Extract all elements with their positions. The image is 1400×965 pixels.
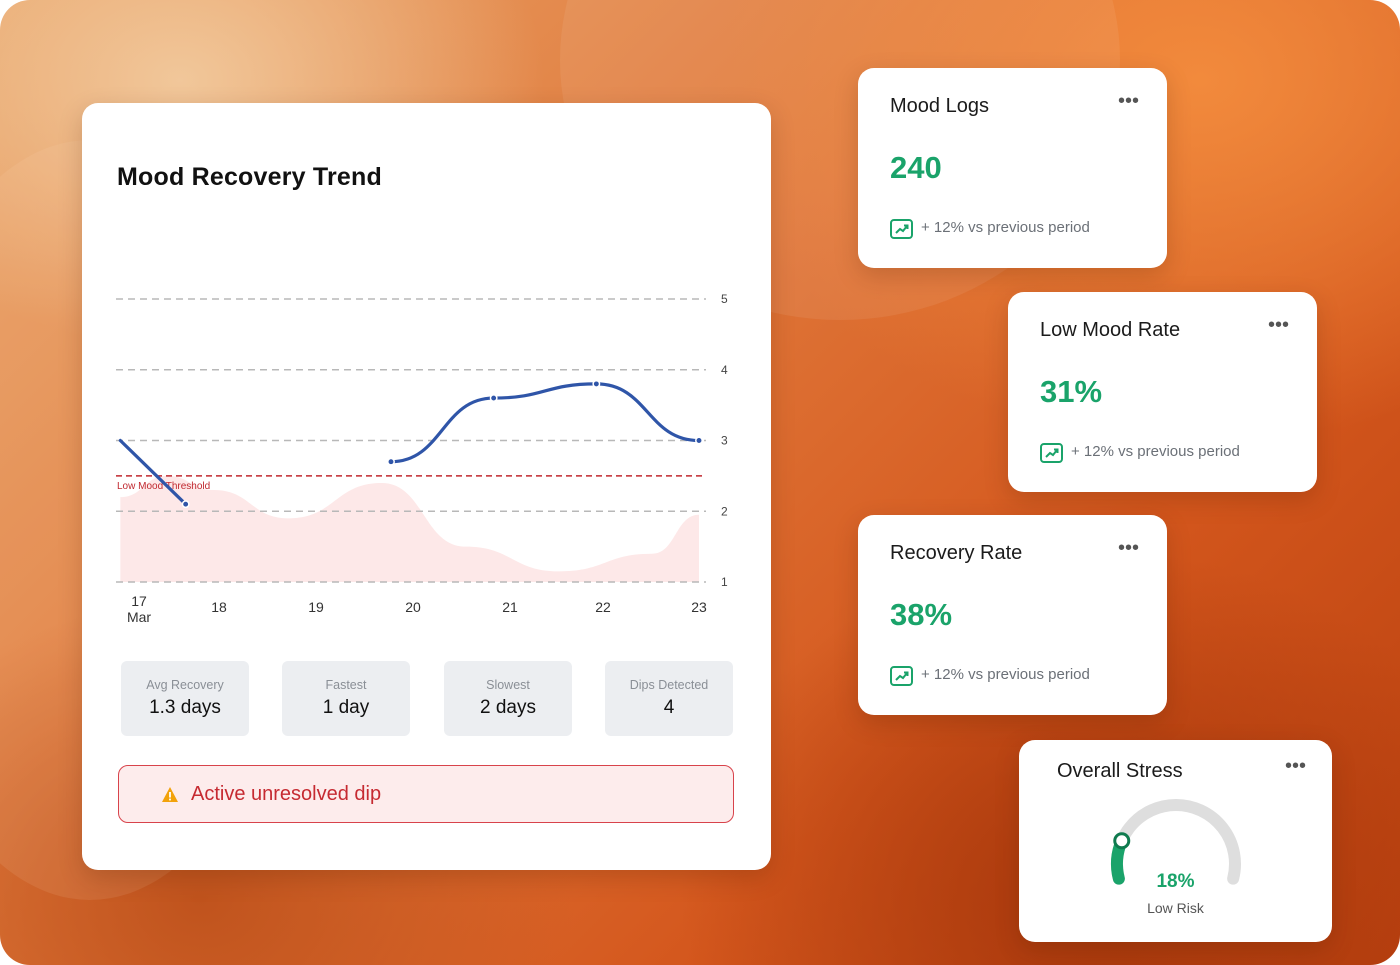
trend-up-icon bbox=[890, 666, 913, 686]
y-tick-label: 3 bbox=[721, 434, 728, 448]
chart-title: Mood Recovery Trend bbox=[117, 163, 382, 191]
stat-value: 1.3 days bbox=[149, 697, 221, 718]
threshold-label: Low Mood Threshold bbox=[117, 481, 210, 492]
trend-up-icon bbox=[1040, 443, 1063, 463]
x-tick-label: 19 bbox=[308, 599, 324, 615]
kpi-value: 240 bbox=[890, 150, 942, 185]
x-tick-label: 23 bbox=[691, 599, 707, 615]
kpi-card-mood-logs: Mood Logs ••• 240 + 12% vs previous peri… bbox=[858, 68, 1167, 268]
more-options-icon[interactable]: ••• bbox=[1117, 537, 1139, 559]
warning-triangle-icon bbox=[162, 787, 178, 802]
y-tick-label: 4 bbox=[721, 363, 728, 377]
data-point[interactable] bbox=[489, 394, 498, 402]
x-tick-label: 20 bbox=[405, 599, 421, 615]
gauge-knob bbox=[1113, 832, 1131, 850]
kpi-trend-text: + 12% vs previous period bbox=[921, 219, 1090, 236]
kpi-trend-text: + 12% vs previous period bbox=[921, 666, 1090, 683]
stress-gauge bbox=[1111, 799, 1241, 885]
kpi-title: Mood Logs bbox=[890, 95, 989, 117]
trend-up-icon bbox=[890, 219, 913, 239]
data-point[interactable] bbox=[387, 457, 395, 466]
stat-avg-recovery: Avg Recovery 1.3 days bbox=[121, 661, 249, 736]
kpi-value: 31% bbox=[1040, 374, 1103, 409]
y-tick-label: 1 bbox=[721, 575, 728, 589]
more-options-icon[interactable]: ••• bbox=[1284, 755, 1306, 777]
stat-fastest: Fastest 1 day bbox=[282, 661, 410, 736]
stat-value: 4 bbox=[663, 697, 675, 718]
unresolved-dip-alert[interactable]: Active unresolved dip bbox=[118, 765, 734, 823]
stat-label: Dips Detected bbox=[629, 678, 709, 692]
stress-level-label: Low Risk bbox=[1147, 900, 1204, 916]
mood-line-series bbox=[118, 438, 188, 506]
stress-title: Overall Stress bbox=[1057, 760, 1183, 782]
stat-label: Slowest bbox=[486, 678, 530, 692]
mood-recovery-trend-card: Mood Recovery Trend 1 2 3 4 5 Low Mood Thresh… bbox=[82, 103, 771, 870]
kpi-trend-text: + 12% vs previous period bbox=[1071, 443, 1240, 460]
kpi-title: Recovery Rate bbox=[890, 542, 1023, 564]
mood-line-series bbox=[389, 382, 701, 464]
stat-dips-detected: Dips Detected 4 bbox=[605, 661, 733, 736]
kpi-card-recovery-rate: Recovery Rate ••• 38% + 12% vs previous … bbox=[858, 515, 1167, 715]
x-tick-label: 17 Mar bbox=[127, 593, 151, 625]
data-point[interactable] bbox=[592, 379, 601, 388]
more-options-icon[interactable]: ••• bbox=[1117, 90, 1139, 112]
data-point[interactable] bbox=[181, 500, 190, 509]
gauge-track bbox=[1111, 799, 1241, 885]
x-tick-label: 21 bbox=[502, 599, 518, 615]
y-tick-label: 2 bbox=[721, 504, 728, 518]
alert-text: Active unresolved dip bbox=[191, 783, 382, 805]
mood-area-series bbox=[120, 475, 700, 582]
data-point[interactable] bbox=[695, 436, 703, 445]
kpi-card-low-mood-rate: Low Mood Rate ••• 31% + 12% vs previous … bbox=[1008, 292, 1317, 492]
overall-stress-card: Overall Stress ••• 18% Low Risk bbox=[1019, 740, 1332, 942]
stat-label: Fastest bbox=[325, 678, 367, 692]
kpi-title: Low Mood Rate bbox=[1040, 319, 1181, 341]
stat-value: 2 days bbox=[480, 697, 536, 718]
x-tick-label: 18 bbox=[211, 599, 227, 615]
stress-value: 18% bbox=[1156, 871, 1195, 892]
stat-slowest: Slowest 2 days bbox=[444, 661, 572, 736]
kpi-value: 38% bbox=[890, 597, 953, 632]
stat-value: 1 day bbox=[322, 697, 370, 718]
y-tick-label: 5 bbox=[721, 292, 728, 306]
x-tick-label: 22 bbox=[595, 599, 611, 615]
stat-label: Avg Recovery bbox=[146, 678, 224, 692]
more-options-icon[interactable]: ••• bbox=[1267, 314, 1289, 336]
